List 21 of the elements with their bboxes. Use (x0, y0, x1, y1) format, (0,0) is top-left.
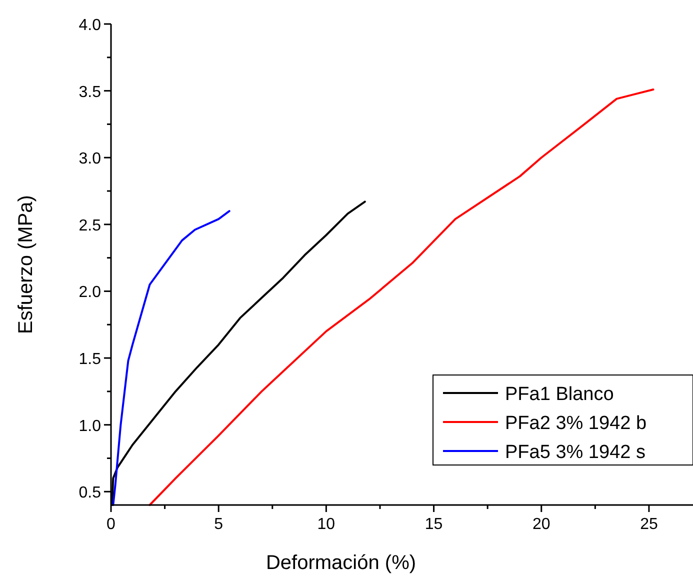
y-tick-label: 4.0 (78, 17, 102, 34)
line-series (148, 88, 654, 506)
x-axis-title: Deformación (%) (266, 552, 416, 574)
y-tick-label: 2.0 (78, 284, 102, 302)
x-tick-label: 10 (317, 516, 336, 533)
x-tick-label: 20 (532, 516, 550, 533)
legend-label: PFa1 Blanco (505, 384, 614, 405)
y-tick-label: 3.5 (78, 84, 102, 101)
line-series (112, 210, 230, 506)
y-axis-title: Esfuerzo (MPa) (15, 195, 37, 334)
x-tick-label: 5 (214, 516, 224, 533)
y-tick-label: 1.5 (78, 351, 102, 368)
y-tick-label: 0.5 (78, 484, 102, 502)
y-tick-label: 3.0 (78, 150, 102, 168)
x-tick-label: 25 (640, 516, 658, 533)
legend-label: PFa5 3% 1942 s (505, 442, 646, 463)
legend-label: PFa2 3% 1942 b (505, 413, 647, 434)
y-tick-label: 1.0 (78, 418, 102, 435)
y-tick-label: 2.5 (78, 217, 102, 234)
x-tick-label: 15 (424, 516, 443, 533)
x-tick-label: 0 (106, 516, 116, 533)
